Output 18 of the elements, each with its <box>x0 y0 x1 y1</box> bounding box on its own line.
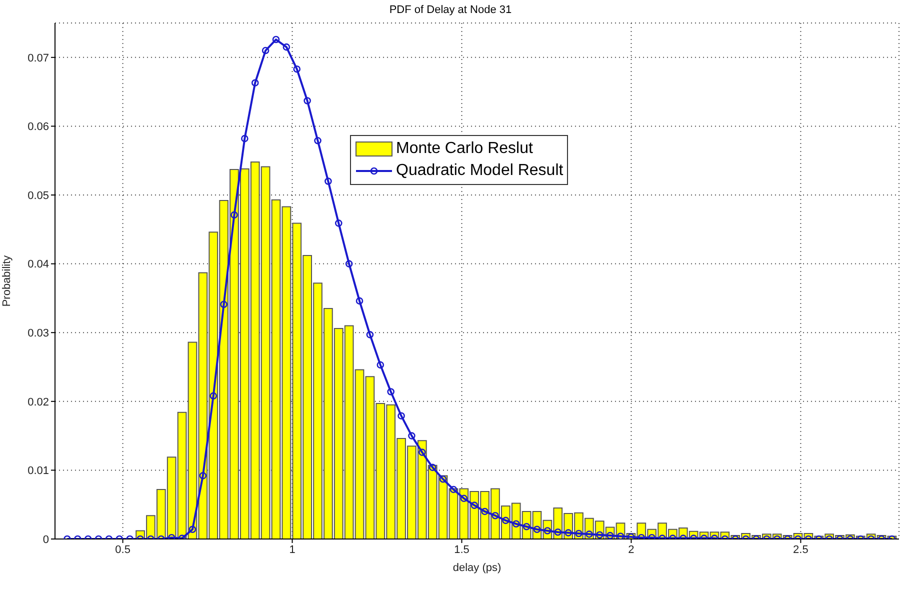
legend-label: Monte Carlo Reslut <box>396 140 533 158</box>
x-tick-label: 0.5 <box>115 544 130 556</box>
y-tick-label: 0.03 <box>28 328 49 340</box>
y-tick-label: 0.01 <box>28 465 49 478</box>
x-tick-label: 2.5 <box>793 544 808 556</box>
y-tick-label: 0.06 <box>28 121 49 134</box>
y-tick-label: 0.07 <box>28 52 49 64</box>
y-tick-label: 0.05 <box>28 190 49 202</box>
y-tick-label: 0.02 <box>28 396 49 408</box>
chart-title: PDF of Delay at Node 31 <box>388 4 513 16</box>
x-axis-title: delay (ps) <box>452 562 502 574</box>
legend-label: Quadratic Model Result <box>396 162 564 180</box>
y-axis-title: Probability <box>0 254 13 307</box>
x-tick-label: 2 <box>628 544 634 556</box>
x-tick-label: 1 <box>289 544 296 556</box>
y-tick-label: 0.04 <box>28 258 49 271</box>
x-tick-label: 1.5 <box>454 544 470 556</box>
y-tick-label: 0 <box>42 534 49 546</box>
